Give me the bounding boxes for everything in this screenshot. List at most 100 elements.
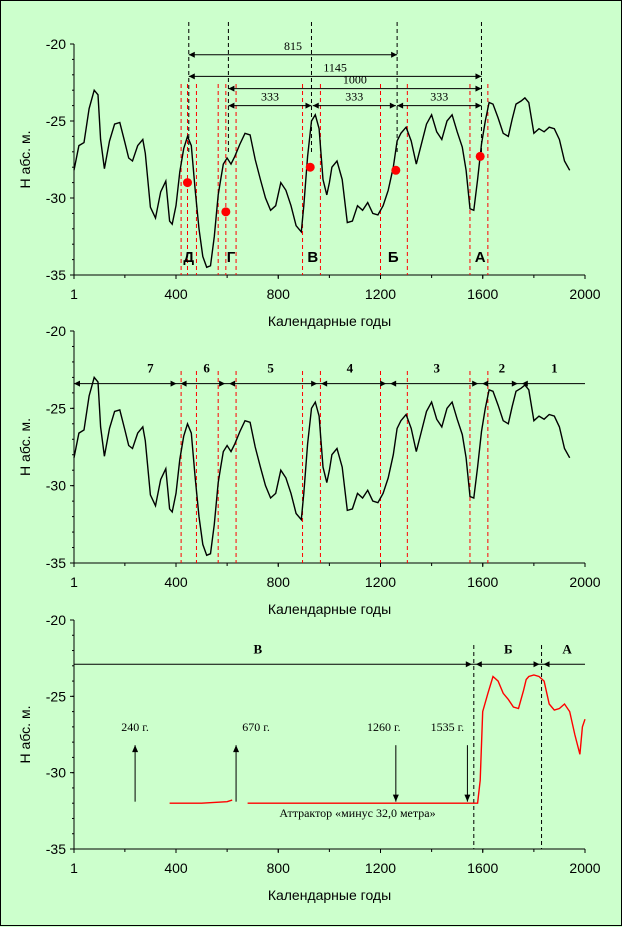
arrow-head bbox=[475, 85, 482, 92]
x-tick-label: 2000 bbox=[569, 286, 600, 302]
segment-number: 2 bbox=[499, 361, 506, 376]
x-tick-label: 400 bbox=[164, 860, 188, 876]
y-tick-label: -35 bbox=[46, 841, 66, 857]
arrow-head bbox=[521, 380, 528, 387]
y-tick-label: -30 bbox=[46, 190, 66, 206]
x-tick-label: 1600 bbox=[467, 574, 498, 590]
event-label: 670 г. bbox=[242, 720, 270, 734]
x-tick-label: 1 bbox=[70, 286, 78, 302]
series-line bbox=[169, 674, 586, 804]
x-tick-label: 1200 bbox=[365, 574, 396, 590]
x-tick-label: 1600 bbox=[467, 286, 498, 302]
red-point bbox=[391, 165, 401, 175]
segment-number: 4 bbox=[347, 361, 354, 376]
x-tick-label: 1 bbox=[70, 574, 78, 590]
y-tick-label: -20 bbox=[46, 36, 66, 52]
arrow-head bbox=[482, 380, 489, 387]
span-label: 1000 bbox=[343, 73, 367, 87]
arrow-head bbox=[170, 380, 177, 387]
arrow-head bbox=[228, 102, 235, 109]
x-tick-label: 1600 bbox=[467, 860, 498, 876]
y-axis-title: Н абс. м. bbox=[17, 131, 33, 189]
event-label: 240 г. bbox=[121, 720, 149, 734]
segment-letter: В bbox=[253, 641, 262, 656]
arrow-head bbox=[132, 745, 139, 753]
segment-letter: Б bbox=[504, 641, 513, 656]
arrow-head bbox=[312, 102, 319, 109]
arrow-head bbox=[464, 794, 471, 802]
x-tick-label: 1200 bbox=[365, 860, 396, 876]
arrow-head bbox=[180, 380, 187, 387]
segment-number: 6 bbox=[203, 361, 210, 376]
red-point bbox=[305, 162, 315, 172]
arrow-head bbox=[321, 380, 328, 387]
span-label: 1145 bbox=[323, 60, 347, 74]
span-label: 815 bbox=[284, 39, 302, 53]
y-tick-label: -25 bbox=[46, 688, 66, 704]
chart-1-axes: -20 -25 -30 -351 400 800 1200 1600 2000 Календарн… bbox=[17, 36, 601, 329]
arrow-head bbox=[475, 661, 482, 668]
chart-3-axes: -20 -25 -30 -351 400 800 1200 1600 2000 Календарн… bbox=[17, 612, 601, 903]
arrow-head bbox=[533, 661, 540, 668]
epoch-letter: А bbox=[475, 249, 486, 266]
epoch-letter: Б bbox=[388, 249, 399, 266]
arrow-head bbox=[229, 380, 236, 387]
event-label: 1535 г. bbox=[431, 720, 465, 734]
x-axis-title: Календарные годы bbox=[268, 313, 391, 329]
arrow-head bbox=[228, 85, 235, 92]
segment-number: 5 bbox=[267, 361, 274, 376]
x-tick-label: 1 bbox=[70, 860, 78, 876]
epoch-letter: Г bbox=[227, 249, 236, 266]
arrow-head bbox=[475, 102, 482, 109]
arrow-head bbox=[390, 380, 397, 387]
y-tick-label: -35 bbox=[46, 267, 66, 283]
span-label: 333 bbox=[345, 90, 363, 104]
x-tick-label: 400 bbox=[164, 574, 188, 590]
y-tick-label: -25 bbox=[46, 113, 66, 129]
y-tick-label: -30 bbox=[46, 478, 66, 494]
segment-number: 1 bbox=[551, 361, 558, 376]
segment-number: 7 bbox=[147, 361, 154, 376]
event-label: 1260 г. bbox=[367, 720, 401, 734]
y-tick-label: -25 bbox=[46, 400, 66, 416]
span-label: 333 bbox=[261, 90, 279, 104]
span-label: 333 bbox=[430, 90, 448, 104]
x-tick-label: 1200 bbox=[365, 286, 396, 302]
series-line bbox=[73, 88, 571, 269]
red-point bbox=[221, 207, 231, 217]
arrow-head bbox=[219, 380, 226, 387]
x-tick-label: 800 bbox=[267, 574, 291, 590]
arrow-head bbox=[380, 380, 387, 387]
arrow-head bbox=[311, 380, 318, 387]
arrow-head bbox=[397, 102, 404, 109]
attractor-label: Аттрактор «минус 32,0 метра» bbox=[279, 806, 435, 820]
y-axis-title: Н абс. м. bbox=[17, 418, 33, 476]
arrow-head bbox=[543, 661, 550, 668]
series-line bbox=[73, 375, 571, 557]
y-tick-label: -35 bbox=[46, 555, 66, 571]
x-tick-label: 2000 bbox=[569, 574, 600, 590]
epoch-letter: В bbox=[307, 249, 318, 266]
arrow-head bbox=[391, 51, 398, 58]
x-axis-title: Календарные годы bbox=[268, 601, 391, 617]
y-tick-label: -20 bbox=[46, 323, 66, 339]
arrow-head bbox=[305, 102, 312, 109]
arrow-head bbox=[511, 380, 518, 387]
y-tick-label: -20 bbox=[46, 612, 66, 628]
x-tick-label: 800 bbox=[267, 286, 291, 302]
arrow-head bbox=[389, 102, 396, 109]
arrow-head bbox=[392, 794, 399, 802]
arrow-head bbox=[472, 380, 479, 387]
arrow-head bbox=[188, 73, 195, 80]
x-axis-title: Календарные годы bbox=[268, 887, 391, 903]
arrow-head bbox=[465, 661, 472, 668]
epoch-letter: Д bbox=[183, 249, 194, 266]
arrow-head bbox=[475, 73, 482, 80]
y-tick-label: -30 bbox=[46, 765, 66, 781]
arrow-head bbox=[233, 745, 240, 753]
x-tick-label: 400 bbox=[164, 286, 188, 302]
chart-2-axes: -20-25-30-351 400 800 1200 1600 2000Календарн… bbox=[17, 323, 601, 617]
arrow-head bbox=[74, 380, 80, 387]
